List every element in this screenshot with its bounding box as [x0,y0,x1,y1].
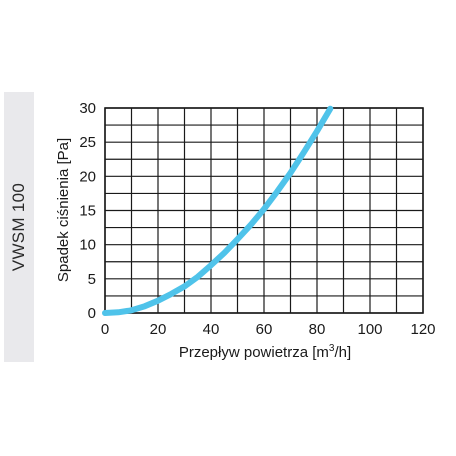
tick-labels: 0 20 40 60 80 100 120 0 5 10 15 20 25 30 [79,100,435,338]
x-tick-label-120: 120 [410,321,435,338]
y-tick-label-15: 15 [79,203,96,220]
y-tick-label-0: 0 [88,305,96,322]
y-tick-label-5: 5 [88,271,96,288]
series-layer [102,105,334,316]
x-axis-label-sup: 3 [329,343,335,354]
y-tick-label-20: 20 [79,168,96,185]
x-tick-label-0: 0 [101,321,109,338]
y-tick-label-10: 10 [79,237,96,254]
y-tick-label-25: 25 [79,134,96,151]
series-line-0 [102,105,334,316]
x-tick-label-40: 40 [203,321,220,338]
x-axis-label: Przepływ powietrza [m3/h] [179,343,351,361]
x-tick-label-100: 100 [357,321,382,338]
x-tick-label-60: 60 [256,321,273,338]
side-band [4,92,34,362]
x-axis-label-end: /h] [334,344,351,361]
x-tick-label-80: 80 [309,321,326,338]
y-axis-label: Spadek ciśnienia [Pa] [55,138,72,282]
x-tick-label-20: 20 [150,321,167,338]
grid [104,107,424,314]
plot-frame [104,107,424,314]
y-tick-label-30: 30 [79,100,96,117]
x-axis-label-main: Przepływ powietrza [m [179,344,329,361]
